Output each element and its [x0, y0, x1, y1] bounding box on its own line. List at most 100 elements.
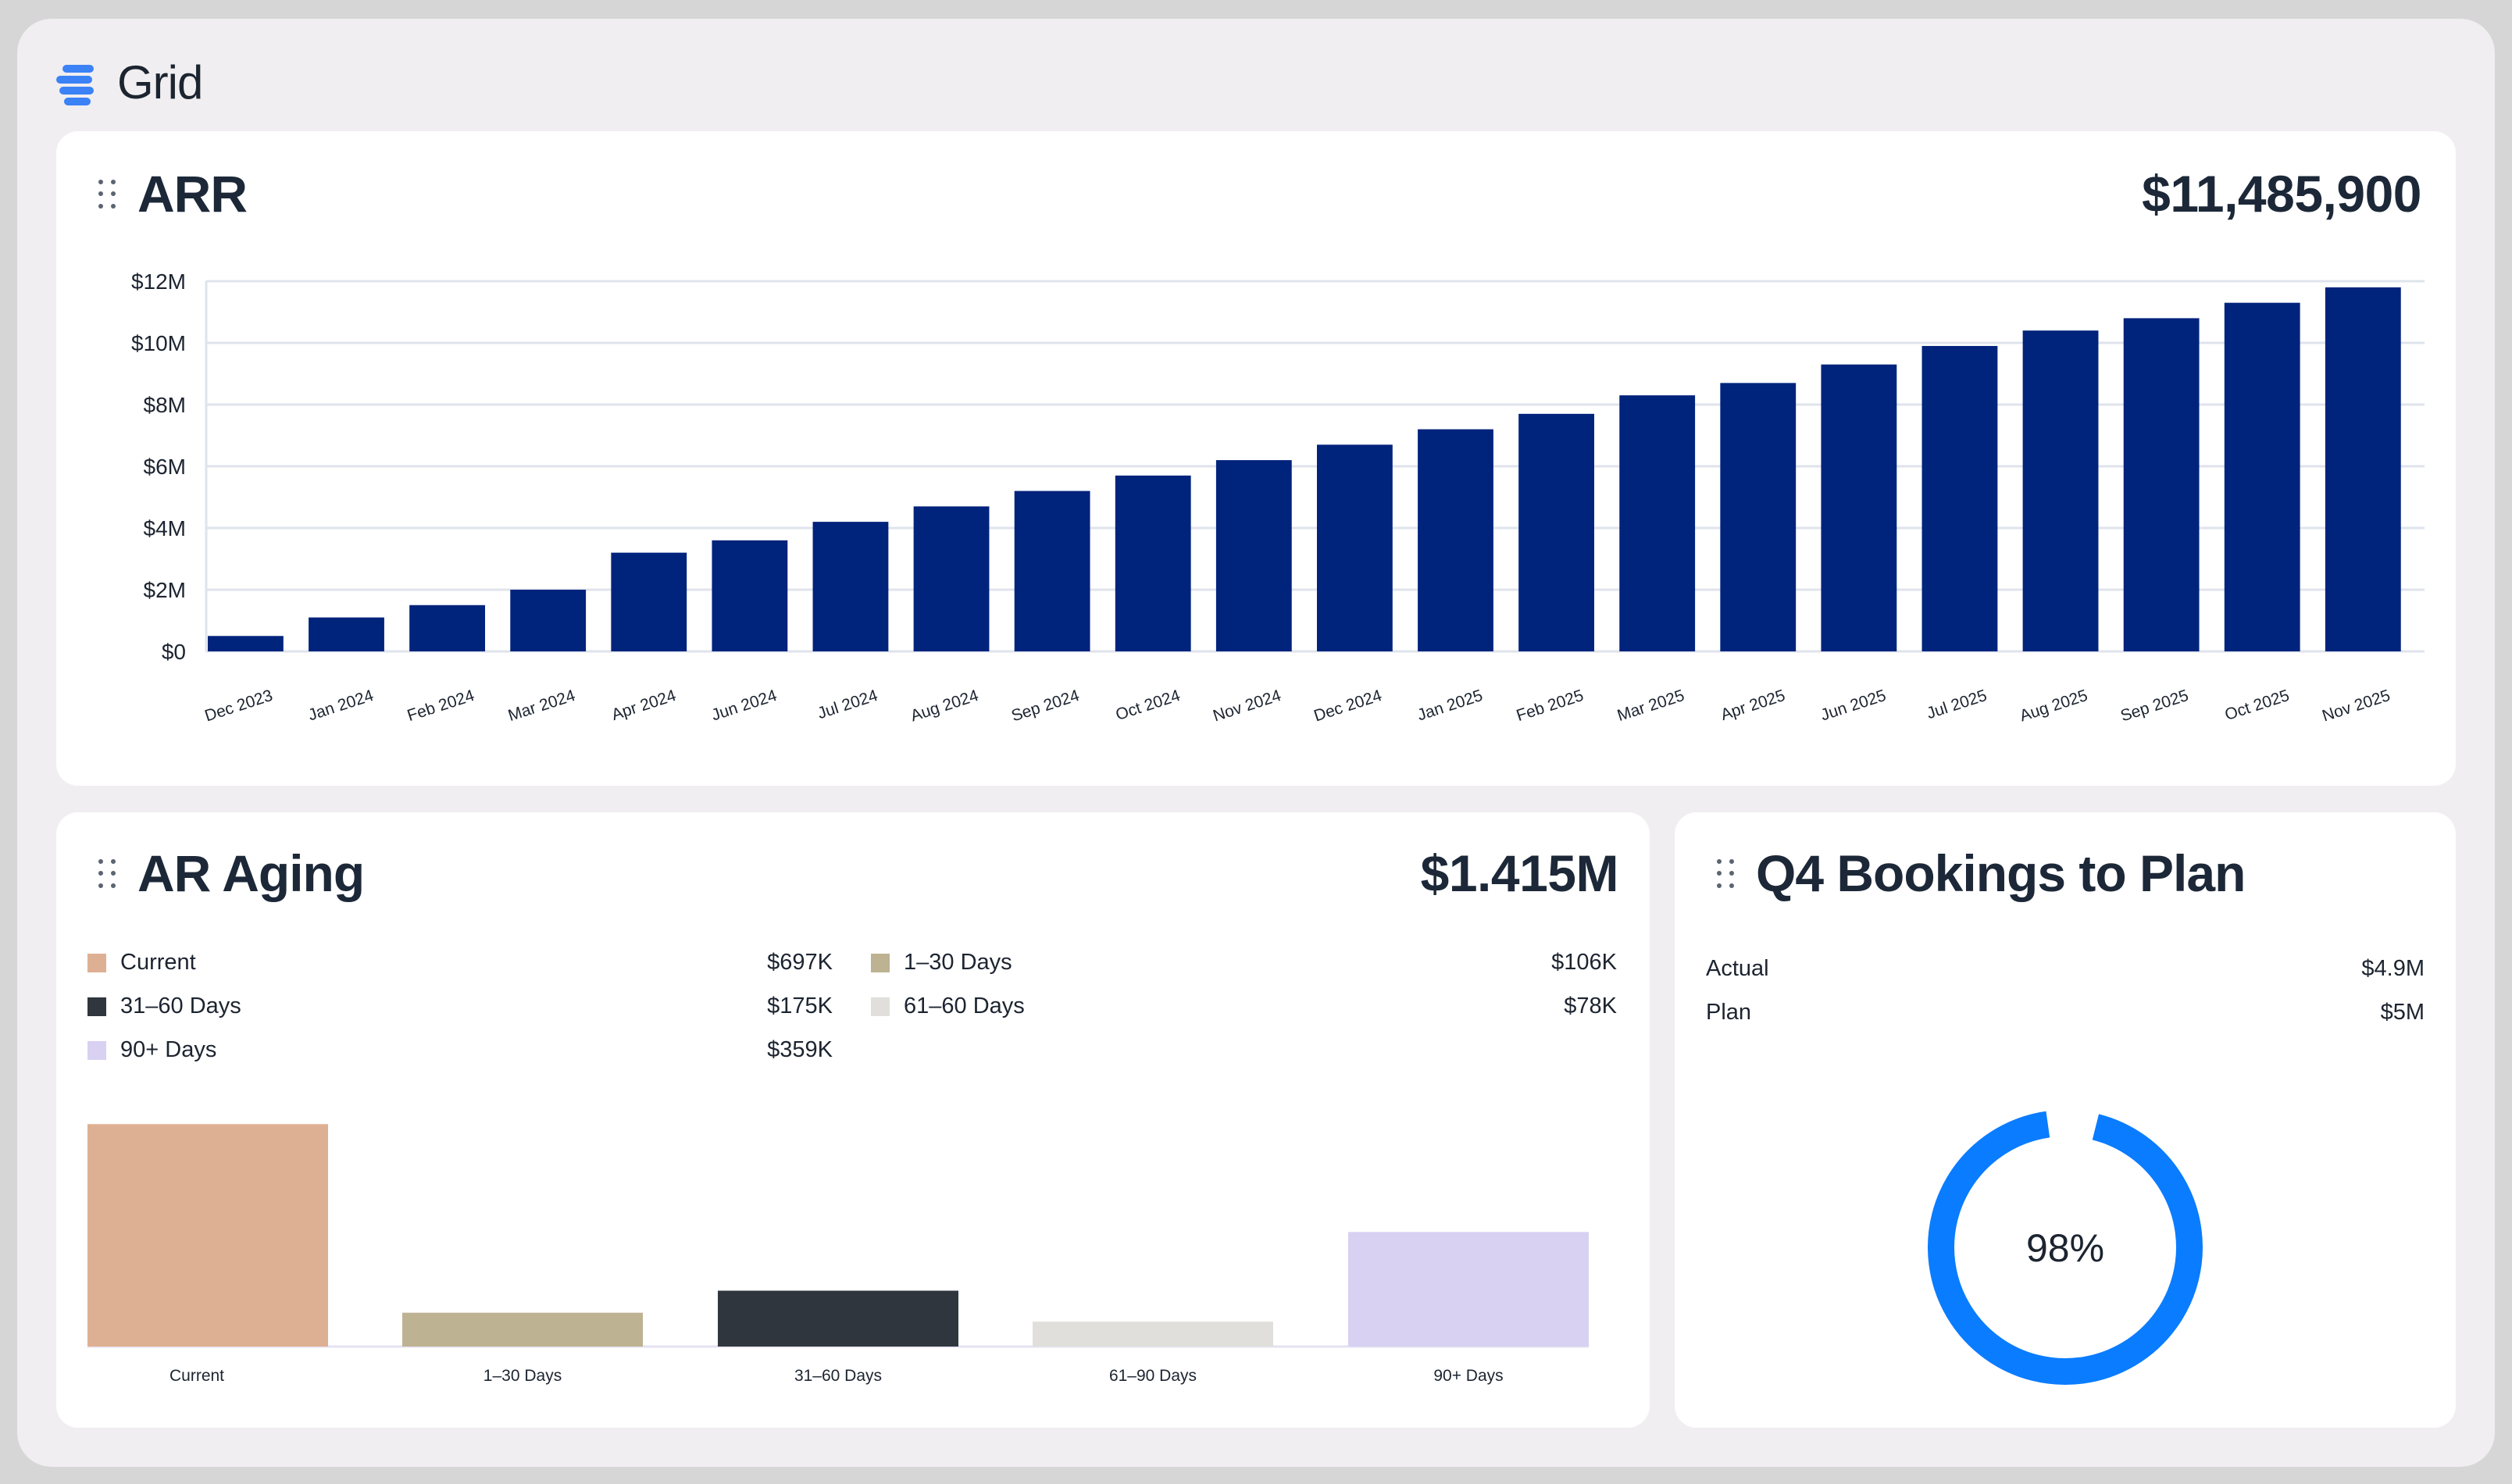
app-logo[interactable]: Grid — [56, 55, 203, 109]
x-tick-label: Nov 2025 — [2320, 687, 2392, 726]
legend-value: $78K — [1564, 993, 1617, 1018]
arr-bar[interactable] — [510, 590, 587, 651]
x-tick-label: 1–30 Days — [483, 1367, 562, 1385]
plan-label: Plan — [1706, 1000, 1752, 1025]
percent-label: 98% — [2026, 1226, 2104, 1270]
x-tick-label: Jun 2024 — [709, 687, 780, 725]
y-tick-label: $0 — [162, 640, 186, 664]
arr-bar[interactable] — [1418, 429, 1493, 651]
arr-bar[interactable] — [1518, 413, 1594, 651]
x-tick-label: Oct 2025 — [2223, 687, 2292, 724]
x-tick-label: Dec 2023 — [202, 687, 275, 726]
actual-label: Actual — [1706, 956, 1769, 981]
x-tick-label: Mar 2025 — [1615, 687, 1686, 725]
x-tick-label: Sep 2024 — [1009, 687, 1082, 726]
ar-aging-total: $1.415M — [1420, 844, 1619, 902]
legend-label: Current — [120, 950, 196, 975]
ar-aging-title: AR Aging — [137, 844, 365, 902]
arr-bar[interactable] — [1921, 345, 1998, 651]
y-tick-label: $2M — [144, 578, 186, 602]
arr-bar[interactable] — [712, 540, 788, 651]
x-tick-label: Oct 2024 — [1114, 687, 1183, 724]
ar-aging-bar-chart: Current 1–30 Days 31–60 Days 61–90 Days 90+ … — [87, 1124, 1589, 1385]
y-tick-label: $12M — [131, 269, 186, 294]
x-tick-label: Jul 2024 — [815, 687, 880, 723]
legend-label: 1–30 Days — [904, 950, 1012, 975]
x-tick-label: Apr 2024 — [609, 687, 678, 724]
x-tick-label: 90+ Days — [1433, 1367, 1503, 1385]
actual-value: $4.9M — [2361, 956, 2425, 981]
x-tick-label: Jan 2024 — [306, 687, 376, 725]
arr-bar[interactable] — [208, 636, 284, 651]
x-tick-label: Dec 2024 — [1311, 687, 1384, 726]
drag-handle-icon[interactable] — [98, 859, 119, 890]
x-tick-label: Feb 2024 — [405, 687, 477, 725]
legend-value: $106K — [1551, 950, 1617, 975]
legend-item-90-plus-days: 90+ Days — [87, 1037, 216, 1063]
aging-bar[interactable] — [718, 1290, 958, 1347]
legend-label: 61–60 Days — [904, 993, 1025, 1018]
arr-card: ARR $11,485,900 $0 $2M $4M $6M $8M $10M $12M De… — [56, 131, 2456, 786]
x-tick-label: Jun 2025 — [1818, 687, 1888, 725]
app-name: Grid — [117, 55, 203, 109]
q4-bookings-card: Q4 Bookings to Plan Actual $4.9M Plan $5… — [1675, 812, 2456, 1428]
x-tick-label: Nov 2024 — [1211, 687, 1283, 726]
x-tick-label: 31–60 Days — [794, 1367, 882, 1385]
x-tick-label: Sep 2025 — [2118, 687, 2191, 726]
progress-arc — [1928, 1110, 2203, 1385]
legend-label: 31–60 Days — [120, 993, 241, 1018]
arr-bar[interactable] — [1317, 444, 1393, 651]
arr-bar[interactable] — [2123, 318, 2200, 651]
drag-handle-icon[interactable] — [98, 180, 119, 211]
arr-bar[interactable] — [2022, 330, 2099, 651]
grid-logo-icon — [56, 59, 106, 105]
aging-bar[interactable] — [87, 1124, 328, 1347]
aging-bar[interactable] — [1033, 1322, 1273, 1347]
legend-item-61-60-days: 61–60 Days — [871, 993, 1025, 1019]
arr-bar-chart: $0 $2M $4M $6M $8M $10M $12M Dec 2023 Jan 2024 Fe… — [131, 269, 2425, 726]
ar-aging-card: AR Aging $1.415M Current $697K 1–30 Days… — [56, 812, 1650, 1428]
arr-bar[interactable] — [309, 617, 384, 651]
arr-bar[interactable] — [2224, 302, 2300, 651]
arr-bar[interactable] — [1720, 383, 1797, 651]
arr-bar[interactable] — [1619, 395, 1696, 651]
x-tick-label: Aug 2025 — [2018, 687, 2090, 726]
x-tick-label: Aug 2024 — [908, 687, 981, 726]
legend-item-1-30-days: 1–30 Days — [871, 950, 1012, 976]
x-tick-label: Mar 2024 — [506, 687, 578, 725]
arr-title: ARR — [137, 165, 248, 223]
legend-swatch — [871, 997, 890, 1016]
legend-swatch — [87, 953, 106, 972]
x-tick-label: Feb 2025 — [1515, 687, 1586, 725]
x-tick-label: Apr 2025 — [1718, 687, 1787, 724]
x-tick-label: 61–90 Days — [1109, 1367, 1197, 1385]
x-tick-label: Current — [169, 1367, 224, 1385]
aging-bar[interactable] — [1348, 1232, 1589, 1347]
x-tick-label: Jul 2025 — [1925, 687, 1989, 722]
arr-bar[interactable] — [1215, 460, 1292, 651]
y-tick-label: $6M — [144, 455, 186, 479]
arr-bar[interactable] — [2325, 287, 2401, 651]
legend-value: $697K — [767, 950, 833, 975]
legend-value: $175K — [767, 993, 833, 1018]
x-tick-label: Jan 2025 — [1415, 687, 1485, 725]
bookings-progress-ring: 98% — [1928, 1110, 2203, 1385]
arr-bar[interactable] — [812, 522, 889, 651]
y-tick-label: $4M — [144, 516, 186, 540]
aging-bar[interactable] — [402, 1312, 643, 1347]
arr-bar[interactable] — [409, 605, 485, 651]
legend-label: 90+ Days — [120, 1037, 217, 1062]
legend-swatch — [87, 997, 106, 1016]
arr-bar[interactable] — [1821, 364, 1897, 651]
arr-bar[interactable] — [611, 552, 687, 651]
legend-value: $359K — [767, 1037, 833, 1062]
q4-bookings-title: Q4 Bookings to Plan — [1756, 844, 2246, 902]
arr-bar[interactable] — [913, 506, 990, 651]
arr-bar[interactable] — [1115, 475, 1191, 651]
legend-item-31-60-days: 31–60 Days — [87, 993, 241, 1019]
arr-total: $11,485,900 — [2142, 165, 2421, 223]
y-tick-label: $10M — [131, 331, 186, 355]
arr-bar[interactable] — [1014, 491, 1090, 651]
legend-item-current: Current — [87, 950, 196, 976]
drag-handle-icon[interactable] — [1717, 859, 1737, 890]
